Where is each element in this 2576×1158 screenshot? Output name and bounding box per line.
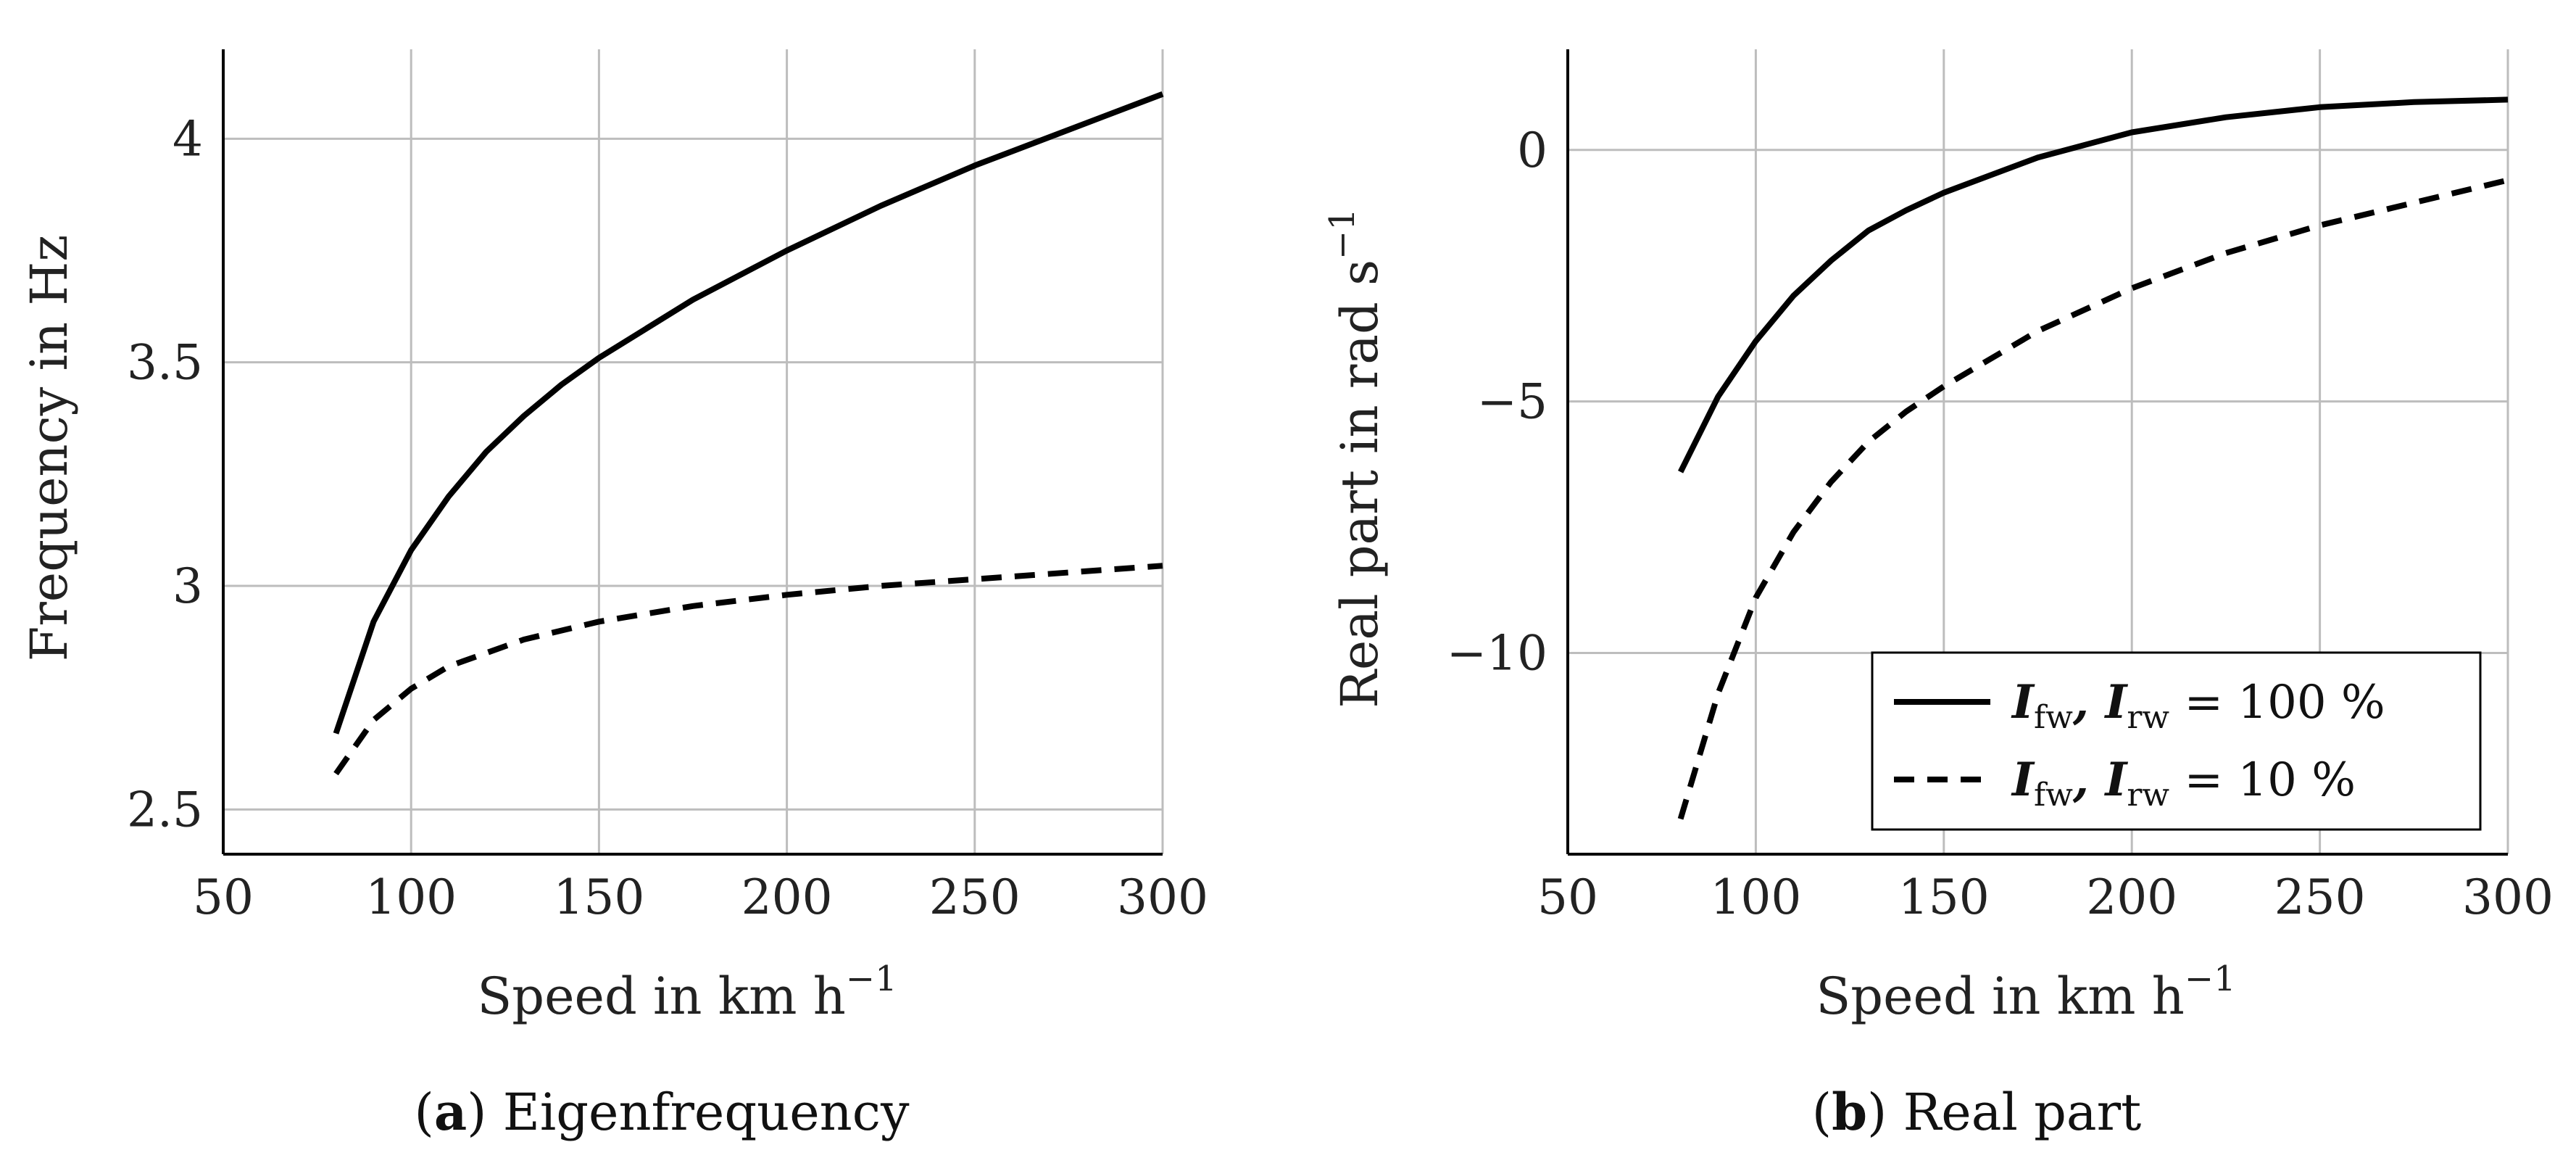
x-tick-label: 100	[1710, 869, 1801, 925]
chart-b-x-axis-label: Speed in km h−1	[1816, 959, 2235, 1026]
y-tick-label: −5	[1477, 374, 1547, 430]
y-tick-label: 3.5	[127, 335, 203, 391]
x-tick-label: 200	[741, 869, 833, 925]
chart-b-axes	[1566, 49, 2508, 856]
x-tick-label: 150	[553, 869, 644, 925]
chart-a-caption: (a) Eigenfrequency	[415, 1082, 910, 1142]
chart-b-legend: Ifw, Irw = 100 % Ifw, Irw = 10 %	[1871, 651, 2482, 831]
x-tick-label: 300	[1117, 869, 1208, 925]
series-line-100-percent	[333, 91, 1164, 735]
y-tick-label: 0	[1517, 123, 1547, 178]
chart-b-y-axis-label: Real part in rad s−1	[1322, 208, 1389, 708]
y-tick-label: 4	[173, 111, 203, 167]
chart-b-lines	[1677, 96, 2509, 820]
chart-b-ticks: 50 100 150 200 250 300 −10 −5 0	[1447, 123, 2554, 925]
x-tick-label: 150	[1898, 869, 1990, 925]
y-tick-label: 2.5	[127, 782, 203, 838]
x-tick-label: 50	[1537, 869, 1598, 925]
chart-a: 50 100 150 200 250 300 2.5 3 3.5 4 Speed in km h−…	[20, 49, 1208, 1142]
x-tick-label: 200	[2086, 869, 2177, 925]
series-line-100-percent	[1678, 96, 2509, 473]
series-line-10-percent	[1677, 177, 2509, 820]
legend-entry-100: Ifw, Irw = 100 %	[2011, 675, 2385, 736]
chart-b: 50 100 150 200 250 300−10−50 Speed in km h−1 …	[1322, 49, 2554, 1142]
legend-entry-10: Ifw, Irw = 10 %	[2011, 753, 2356, 814]
chart-a-y-axis-label: Frequency in Hz	[20, 235, 79, 662]
chart-a-x-axis-label: Speed in km h−1	[477, 959, 897, 1026]
x-tick-label: 100	[365, 869, 457, 925]
y-tick-label: 3	[173, 558, 203, 614]
series-line-10-percent	[333, 563, 1163, 776]
x-tick-label: 300	[2462, 869, 2554, 925]
x-tick-label: 250	[2274, 869, 2366, 925]
x-tick-label: 50	[193, 869, 254, 925]
chart-a-ticks: 50 100 150 200 250 300 2.5 3 3.5 4	[127, 111, 1208, 925]
x-tick-label: 250	[929, 869, 1021, 925]
chart-a-axes	[222, 49, 1163, 856]
chart-b-caption: (b) Real part	[1812, 1082, 2141, 1142]
y-tick-label: −10	[1447, 626, 1547, 682]
chart-a-lines	[333, 91, 1164, 776]
legend-box	[1871, 651, 2482, 831]
chart-a-grid	[223, 49, 1164, 854]
